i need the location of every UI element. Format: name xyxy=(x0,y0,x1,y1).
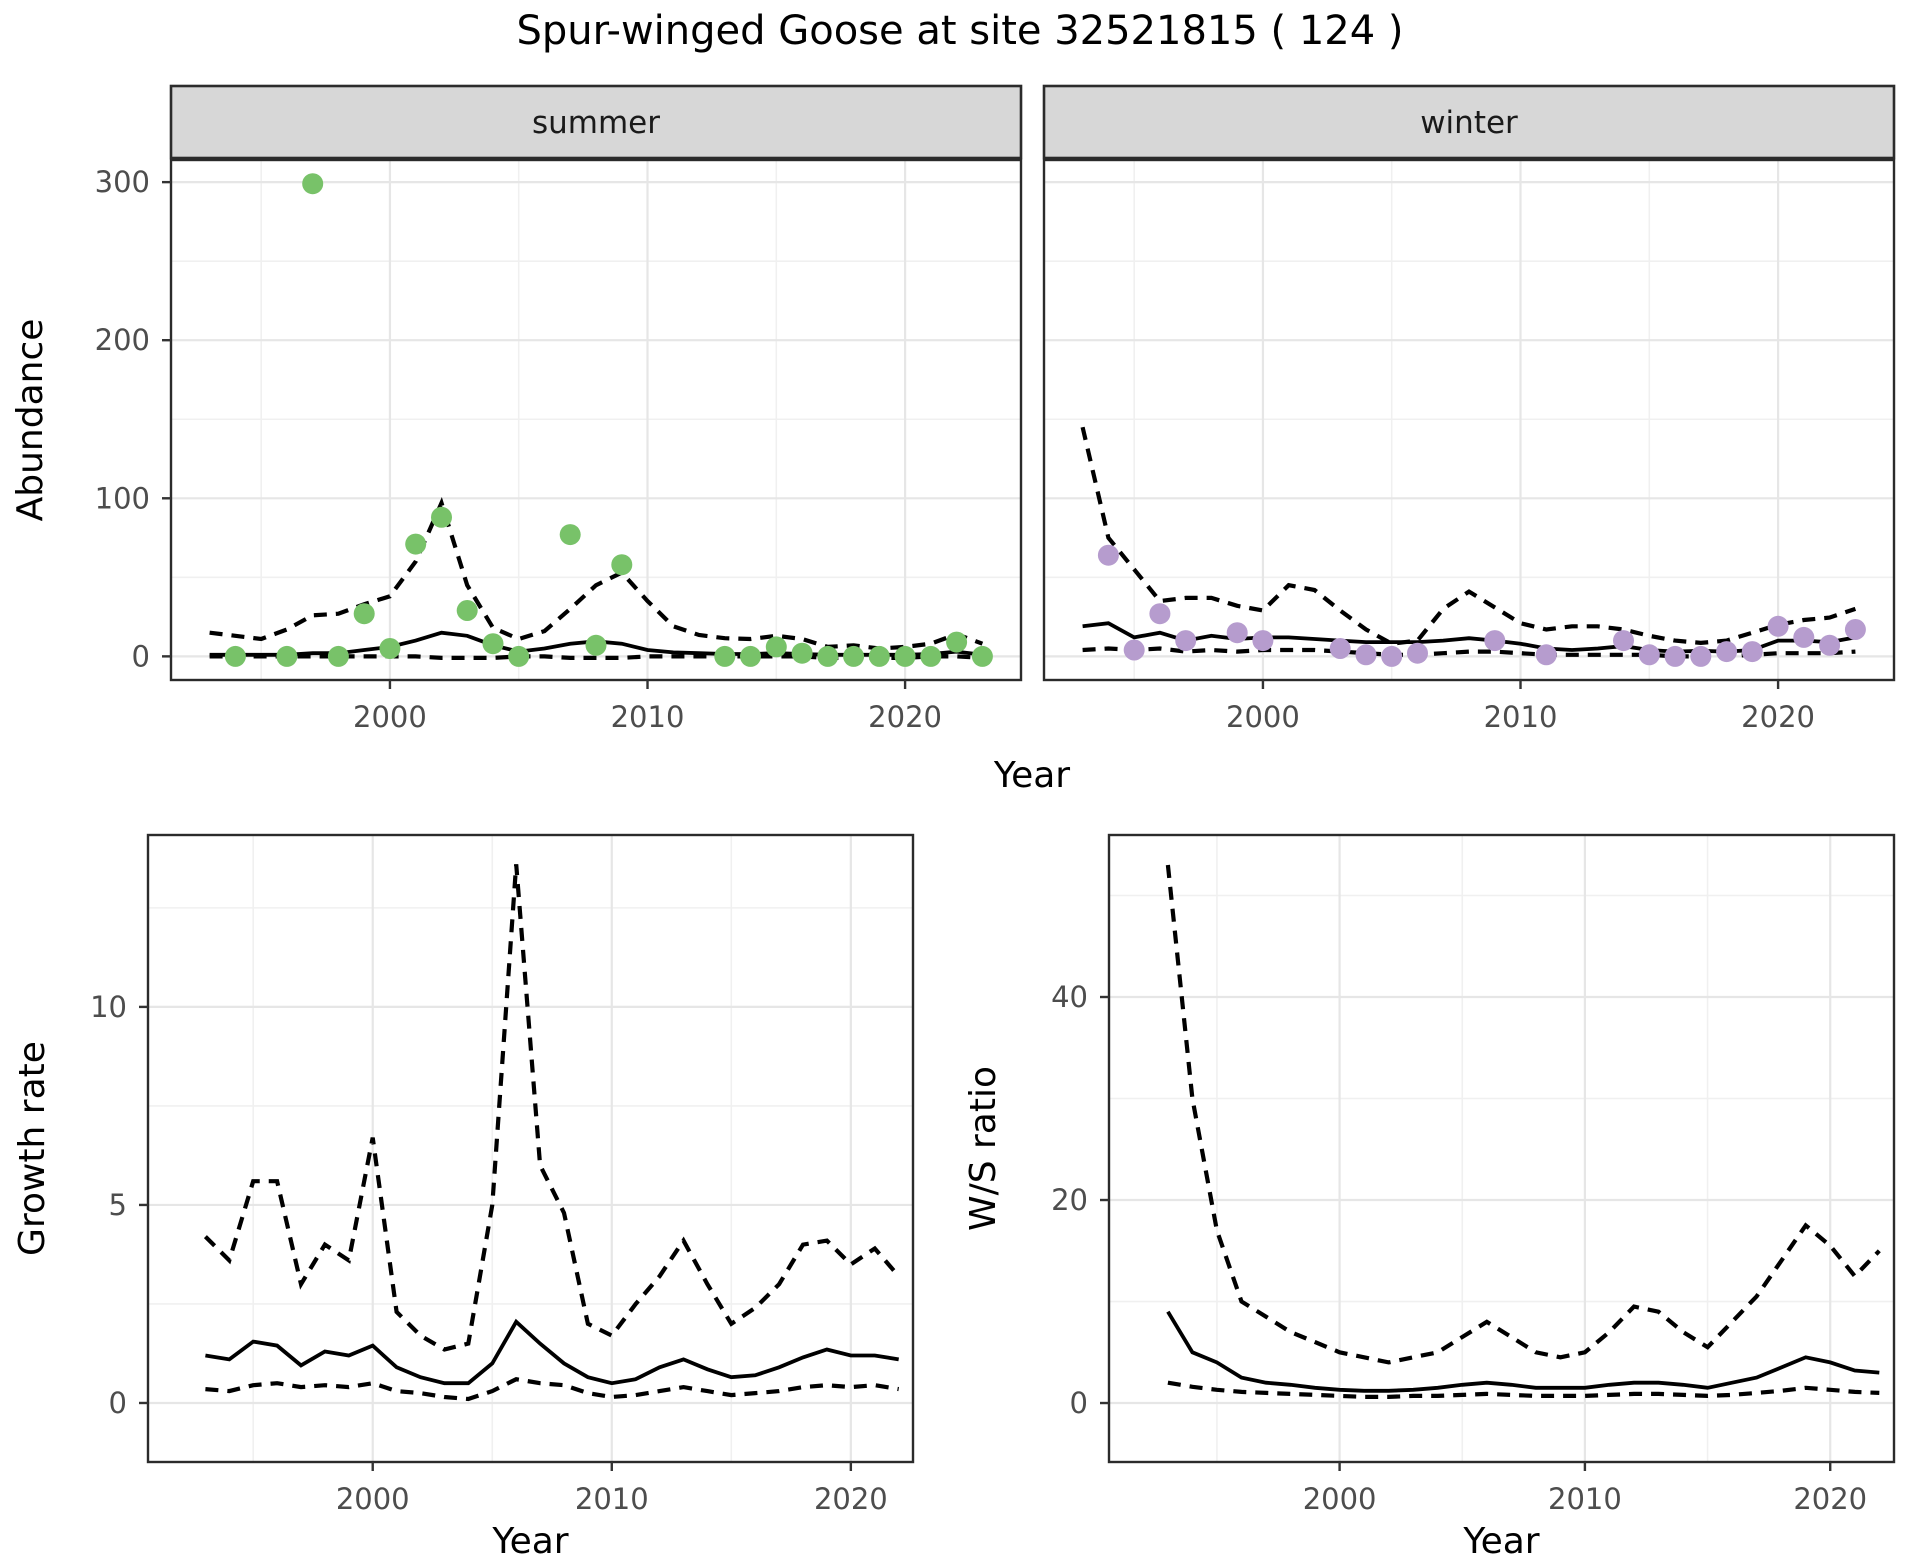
summer-point xyxy=(559,524,581,546)
summer-point xyxy=(611,554,633,576)
y-tick-label: 0 xyxy=(1070,1386,1088,1420)
y-tick-label: 5 xyxy=(109,1188,127,1222)
summer-point xyxy=(714,645,736,667)
winter-point xyxy=(1613,630,1634,652)
summer-point xyxy=(327,645,349,667)
winter-point xyxy=(1226,622,1248,644)
summer-point xyxy=(224,645,246,667)
facet-strip-label: summer xyxy=(532,105,660,141)
winter-point xyxy=(1741,641,1763,663)
ci-upper-dashed-line xyxy=(209,497,984,651)
y-tick-label: 0 xyxy=(109,1386,127,1420)
winter-point xyxy=(1484,630,1506,652)
panel-border xyxy=(1107,833,1896,1464)
summer-point xyxy=(740,645,761,667)
winter-point xyxy=(1638,644,1660,666)
winter-point xyxy=(1767,615,1789,637)
winter-point xyxy=(1123,639,1145,661)
panel-background xyxy=(1109,835,1894,1462)
summer-point xyxy=(765,636,787,658)
winter-point xyxy=(1097,544,1119,566)
summer-point xyxy=(971,645,993,667)
summer-point xyxy=(431,506,452,528)
x-tick-label: 2010 xyxy=(575,1482,649,1516)
winter-point xyxy=(1149,603,1171,625)
y-tick-label: 100 xyxy=(95,481,150,515)
summer-point xyxy=(508,645,530,667)
x-tick-label: 2000 xyxy=(1226,700,1300,734)
winter-point xyxy=(1690,645,1712,667)
ci-lower-dashed-line xyxy=(205,1377,900,1402)
fit-line xyxy=(205,1318,900,1386)
ws-ratio-axis-title: W/S ratio xyxy=(963,1066,1004,1231)
winter-point xyxy=(1793,626,1815,648)
x-tick-label: 2020 xyxy=(868,700,942,734)
summer-point xyxy=(482,633,504,655)
winter-point xyxy=(1381,645,1403,667)
summer-point xyxy=(868,645,890,667)
winter-point xyxy=(1329,638,1351,659)
summer-point xyxy=(843,645,865,667)
x-tick-label: 2020 xyxy=(1793,1482,1867,1516)
panel-background xyxy=(148,835,913,1462)
panel-border xyxy=(1042,158,1896,682)
summer-point xyxy=(353,603,375,625)
x-tick-label: 2000 xyxy=(1303,1482,1377,1516)
facet-strip xyxy=(169,84,1023,160)
top-x-axis-title: Year xyxy=(993,755,1070,796)
summer-point xyxy=(894,645,916,667)
summer-point xyxy=(379,638,401,659)
summer-point xyxy=(302,173,324,195)
growth-rate-axis-title: Growth rate xyxy=(12,1041,53,1256)
winter-point xyxy=(1535,644,1557,666)
ci-upper-dashed-line xyxy=(1080,426,1857,646)
x-tick-label: 2010 xyxy=(611,700,685,734)
x-tick-label: 2010 xyxy=(1548,1482,1622,1516)
summer-point xyxy=(405,533,427,555)
y-tick-label: 20 xyxy=(1051,1183,1088,1217)
x-tick-label: 2020 xyxy=(814,1482,888,1516)
ci-upper-dashed-line xyxy=(1165,864,1881,1365)
summer-point xyxy=(791,642,813,664)
winter-point xyxy=(1716,641,1738,663)
x-tick-label: 2010 xyxy=(1484,700,1558,734)
x-tick-label: 2000 xyxy=(353,700,427,734)
winter-point xyxy=(1664,645,1686,667)
winter-point xyxy=(1252,630,1274,652)
winter-point xyxy=(1407,642,1428,664)
facet-strip-label: winter xyxy=(1420,105,1518,141)
summer-point xyxy=(456,600,478,621)
y-tick-label: 300 xyxy=(95,165,150,199)
summer-point xyxy=(920,645,942,667)
summer-point xyxy=(585,634,607,656)
facet-strip xyxy=(1042,84,1896,160)
winter-point xyxy=(1819,634,1841,656)
chart-title: Spur-winged Goose at site 32521815 ( 124… xyxy=(516,8,1404,54)
x-tick-label: 2020 xyxy=(1741,700,1815,734)
summer-point xyxy=(817,645,839,667)
winter-point xyxy=(1175,630,1197,652)
panel-border xyxy=(169,158,1023,682)
y-tick-label: 200 xyxy=(95,323,150,357)
ws-x-axis-title: Year xyxy=(1462,1521,1539,1560)
winter-point xyxy=(1844,619,1866,640)
y-tick-label: 10 xyxy=(90,990,127,1024)
summer-point xyxy=(276,645,298,667)
x-tick-label: 2000 xyxy=(336,1482,410,1516)
panel-border xyxy=(146,833,915,1464)
winter-point xyxy=(1355,644,1377,666)
abundance-axis-title: Abundance xyxy=(10,319,51,522)
ci-lower-dashed-line xyxy=(1167,1380,1880,1399)
summer-point xyxy=(946,631,968,653)
y-tick-label: 40 xyxy=(1051,980,1088,1014)
growth-x-axis-title: Year xyxy=(491,1521,568,1560)
y-tick-label: 0 xyxy=(132,639,150,673)
fit-line xyxy=(1166,1310,1880,1393)
ci-upper-dashed-line xyxy=(203,864,901,1352)
